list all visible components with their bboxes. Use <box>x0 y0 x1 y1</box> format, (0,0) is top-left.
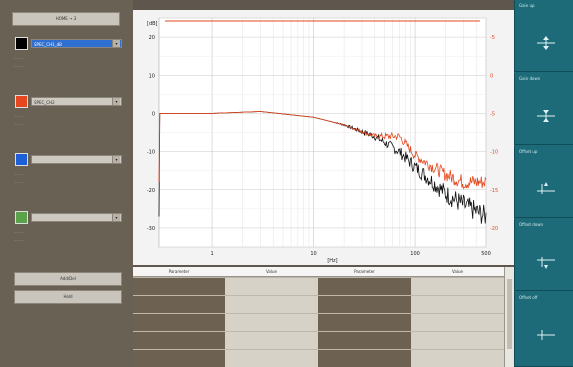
offset-off-button[interactable]: Offset off <box>514 292 573 367</box>
x-tick-label: 10 <box>310 251 316 257</box>
table-column-parameter-2 <box>318 278 411 367</box>
channel-2-mini-2: — — — <box>14 122 25 126</box>
y-tick-label-right: -5 <box>490 111 495 117</box>
series-line-2 <box>158 111 487 190</box>
left-panel: HOME → 3 SPEC_CH1_dB ▾ — — — — — — SPEC_… <box>0 0 133 367</box>
table-scrollbar-thumb[interactable] <box>507 279 512 349</box>
channel-4-mini-2: — — — <box>14 238 25 242</box>
table-header-value-1: Value <box>225 267 318 277</box>
gain-down-button[interactable]: Gain down <box>514 73 573 145</box>
y-tick-label-right: -10 <box>490 150 498 156</box>
channel-1-dropdown-value: SPEC_CH1_dB <box>34 42 62 47</box>
y-tick-label-right: -5 <box>490 35 495 41</box>
table-row-divider <box>133 295 504 296</box>
gain-up-label: Gain up <box>519 3 535 8</box>
offset-down-button[interactable]: Offset down <box>514 219 573 291</box>
table-column-value-1 <box>225 278 318 367</box>
y-tick-label-left: 0 <box>152 111 155 117</box>
gain-up-icon <box>537 36 555 50</box>
y-tick-label-left: -10 <box>147 150 155 156</box>
channel-1-mini-1: — — — <box>14 56 25 60</box>
table-row-divider <box>133 349 504 350</box>
channel-4-swatch[interactable] <box>15 211 28 224</box>
gain-up-button[interactable]: Gain up <box>514 0 573 72</box>
table-row-divider <box>133 331 504 332</box>
hold-button[interactable]: Hold <box>14 290 122 304</box>
x-tick-label: 100 <box>410 251 420 257</box>
y-tick-label-left: -30 <box>147 226 155 232</box>
channel-2-dropdown[interactable]: SPEC_CH2 ▾ <box>31 97 122 106</box>
table-column-parameter-1 <box>133 278 225 367</box>
gain-down-label: Gain down <box>519 76 541 81</box>
offset-off-icon <box>537 330 555 340</box>
channel-1-mini-2: — — — <box>14 64 25 68</box>
y-tick-label-left: 20 <box>149 35 155 41</box>
table-scrollbar[interactable] <box>504 267 514 367</box>
table-header-value-2: Value <box>411 267 504 277</box>
channel-2-mini-1: — — — <box>14 114 25 118</box>
offset-up-icon <box>537 182 555 194</box>
chevron-down-icon[interactable]: ▾ <box>112 156 120 163</box>
gain-down-icon <box>537 110 555 122</box>
channel-3-mini-2: — — — <box>14 180 25 184</box>
chevron-down-icon[interactable]: ▾ <box>112 98 120 105</box>
offset-down-icon <box>537 257 555 269</box>
channel-1-swatch[interactable] <box>15 37 28 50</box>
x-tick-label: 1 <box>210 251 213 257</box>
y-tick-label-right: -15 <box>490 188 498 194</box>
channel-1-dropdown[interactable]: SPEC_CH1_dB ▾ <box>31 39 122 48</box>
spectrum-chart: 20 10 0 -10 -20 -30 -5 0 -5 -10 -15 -20 [dB] 1 10 100 50… <box>133 10 514 265</box>
channel-3-swatch[interactable] <box>15 153 28 166</box>
add-del-button[interactable]: Add/Del <box>14 272 122 286</box>
top-button[interactable]: HOME → 3 <box>12 12 120 26</box>
offset-up-label: Offset up <box>519 149 538 154</box>
x-axis-label: [Hz] <box>327 258 337 264</box>
offset-up-button[interactable]: Offset up <box>514 146 573 218</box>
channel-2-dropdown-value: SPEC_CH2 <box>34 100 55 105</box>
y-tick-label-right: 0 <box>490 73 493 79</box>
chevron-down-icon[interactable]: ▾ <box>112 214 120 221</box>
parameter-table: Parameter Value Parameter Value <box>133 267 514 367</box>
y-axis-label: [dB] <box>147 21 158 27</box>
x-tick-label: 500 <box>481 251 491 257</box>
table-row-divider <box>133 313 504 314</box>
channel-4-mini-1: — — — <box>14 230 25 234</box>
channel-4-dropdown[interactable]: ▾ <box>31 213 122 222</box>
table-header-parameter-2: Parameter <box>318 267 411 277</box>
table-header-parameter-1: Parameter <box>133 267 225 277</box>
table-column-value-2 <box>411 278 504 367</box>
y-tick-label-left: -20 <box>147 188 155 194</box>
offset-off-label: Offset off <box>519 295 538 300</box>
y-tick-label-left: 10 <box>149 73 155 79</box>
chevron-down-icon[interactable]: ▾ <box>112 40 120 47</box>
y-tick-label-right: -20 <box>490 226 498 232</box>
offset-down-label: Offset down <box>519 222 544 227</box>
channel-2-swatch[interactable] <box>15 95 28 108</box>
channel-3-dropdown[interactable]: ▾ <box>31 155 122 164</box>
channel-3-mini-1: — — — <box>14 172 25 176</box>
right-panel: Gain up Gain down Offset up Offset down <box>514 0 573 367</box>
